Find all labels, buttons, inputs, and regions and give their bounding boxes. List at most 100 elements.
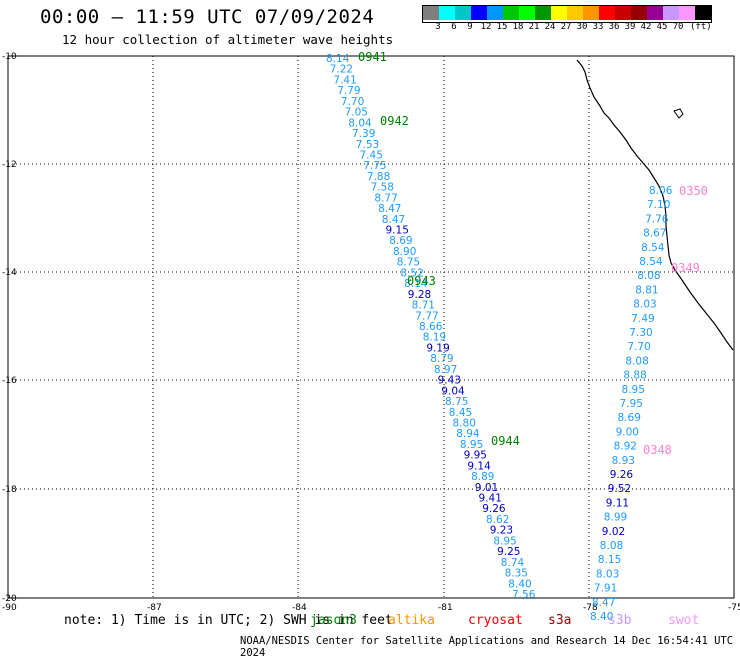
wave-height-value: 7.70	[341, 96, 364, 108]
lat-tick-label: -10	[2, 52, 17, 62]
scale-label: 30	[576, 22, 588, 32]
scale-label: 12	[480, 22, 492, 32]
wave-height-value: 8.97	[434, 364, 457, 376]
scale-label: 36	[608, 22, 620, 32]
wave-height-value: 7.95	[620, 398, 643, 410]
scale-label: 3	[435, 22, 441, 32]
footer-credit: NOAA/NESDIS Center for Satellite Applica…	[240, 635, 734, 659]
scale-unit: (ft)	[690, 22, 712, 32]
scale-swatch	[487, 6, 503, 20]
wave-height-value: 8.47	[378, 203, 401, 215]
wave-height-value: 8.54	[639, 256, 663, 268]
scale-label: 33	[592, 22, 604, 32]
color-scale	[422, 5, 712, 23]
wave-height-value: 7.22	[330, 64, 353, 76]
wave-height-value: 7.88	[367, 171, 390, 183]
wave-height-value: 8.45	[449, 407, 472, 419]
coastline	[576, 59, 734, 351]
wave-height-value: 8.40	[590, 611, 613, 623]
wave-height-value: 7.49	[631, 313, 654, 325]
lat-tick-label: -18	[2, 485, 17, 495]
wave-height-value: 9.23	[490, 525, 513, 537]
wave-height-value: 8.74	[501, 557, 525, 569]
wave-height-value: 9.26	[610, 469, 634, 481]
map-grid: -10 -12 -14 -16 -18 -20-90 -87 -84 -81 -78 -75	[2, 52, 740, 613]
wave-height-value: 8.90	[393, 246, 416, 258]
lon-tick-label: -90	[2, 603, 17, 613]
scale-swatch	[519, 6, 535, 20]
lat-tick-label: -16	[2, 376, 17, 386]
wave-height-value: 8.95	[622, 384, 645, 396]
wave-height-value: 7.75	[363, 160, 386, 172]
wave-height-value: 8.80	[453, 418, 476, 430]
wave-height-value: 8.14	[326, 53, 350, 65]
scale-swatch	[471, 6, 487, 20]
pass-id-label: 0348	[643, 443, 672, 457]
island-outline	[673, 108, 684, 119]
wave-height-value: 8.93	[612, 455, 635, 467]
pass-id-label: 0942	[380, 114, 409, 128]
wave-height-value: 7.77	[415, 310, 438, 322]
scale-label: 45	[656, 22, 668, 32]
wave-height-value: 8.67	[643, 228, 666, 240]
scale-label: 9	[467, 22, 473, 32]
wave-height-value: 8.15	[598, 554, 621, 566]
pass-id-label: 0350	[679, 184, 708, 198]
legend-note: note: 1) Time is in UTC; 2) SWH is in fe…	[64, 613, 393, 628]
wave-height-value: 9.26	[482, 503, 506, 515]
map-frame	[7, 55, 735, 599]
wave-height-value: 8.71	[412, 300, 435, 312]
wave-height-value: 8.69	[389, 235, 412, 247]
wave-height-value: 8.47	[382, 214, 405, 226]
scale-swatch	[647, 6, 663, 20]
satellite-legend-item: swot	[668, 613, 700, 628]
scale-swatch	[535, 6, 551, 20]
wave-height-value: 8.77	[374, 192, 397, 204]
wave-height-value: 8.08	[625, 355, 648, 367]
lat-tick-label: -20	[2, 594, 17, 604]
scale-swatch	[631, 6, 647, 20]
wave-height-value: 8.52	[400, 267, 423, 279]
wave-height-value: 8.54	[641, 242, 665, 254]
scale-label: 15	[496, 22, 508, 32]
wave-height-value: 7.05	[345, 107, 368, 119]
scale-swatch	[439, 6, 455, 20]
wave-height-value: 7.70	[627, 341, 650, 353]
pass-id-label: 0941	[358, 50, 387, 64]
wave-height-value: 7.91	[594, 583, 617, 595]
wave-height-value: 8.40	[508, 578, 531, 590]
satellite-legend-item: s3b	[608, 613, 632, 628]
pass-id-label: 0943	[407, 274, 436, 288]
scale-label: 21	[528, 22, 540, 32]
wave-height-value: 8.92	[614, 441, 637, 453]
wave-height-value: 8.19	[423, 332, 446, 344]
wave-height-value: 7.79	[337, 85, 360, 97]
scale-label: 18	[512, 22, 524, 32]
wave-height-value: 7.58	[371, 182, 394, 194]
lon-tick-label: -75	[728, 603, 740, 613]
wave-height-value: 9.43	[438, 375, 461, 387]
wave-height-value: 8.89	[471, 471, 494, 483]
wave-height-value: 9.02	[602, 526, 625, 538]
scale-swatch	[695, 6, 711, 20]
wave-height-value: 9.01	[475, 482, 498, 494]
scale-swatch	[663, 6, 679, 20]
scale-swatch	[455, 6, 471, 20]
wave-height-value: 9.15	[386, 225, 409, 237]
satellite-legend-item: jason3	[310, 613, 357, 628]
wave-height-value: 7.30	[629, 327, 652, 339]
wave-height-value: 9.04	[441, 385, 465, 397]
wave-height-value: 7.45	[360, 150, 383, 162]
wave-height-value: 8.47	[592, 597, 615, 609]
scale-swatch	[615, 6, 631, 20]
scale-swatch	[583, 6, 599, 20]
wave-height-value: 7.10	[647, 199, 670, 211]
wave-height-value: 7.56	[512, 589, 536, 601]
wave-height-value: 7.39	[352, 128, 375, 140]
wave-height-value: 9.52	[608, 483, 631, 495]
wave-height-value: 8.94	[456, 428, 480, 440]
scale-swatch	[567, 6, 583, 20]
wave-height-value: 9.25	[497, 546, 520, 558]
wave-height-value: 9.95	[464, 450, 487, 462]
